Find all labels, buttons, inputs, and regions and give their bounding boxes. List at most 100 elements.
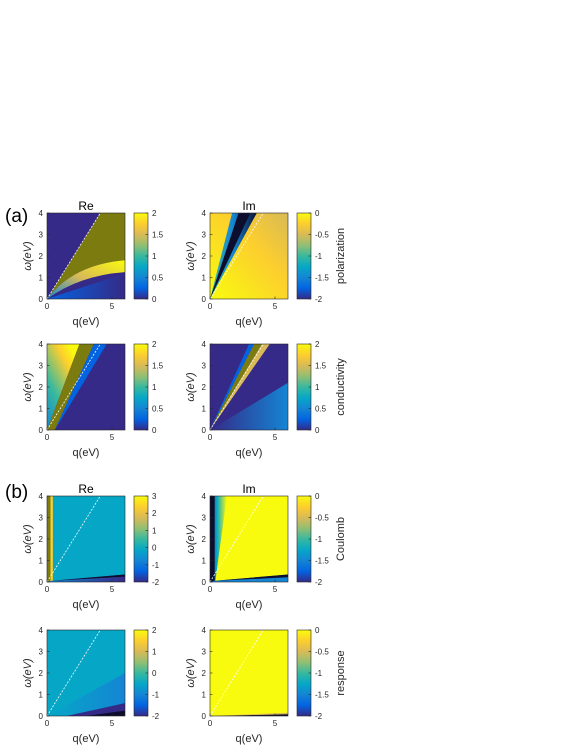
colorbar-tick-label: -1 [152,691,160,700]
colorbar-tick-label: -0.5 [315,231,329,240]
colorbar-tick-label: 1 [152,648,157,657]
dispersion-line [210,344,264,430]
heatmap [47,344,125,430]
panel-title: Im [242,199,255,213]
colorbar-label: conductivity [335,358,347,416]
colorbar-tick-label: 1.5 [315,362,327,371]
y-tick-label: 0 [39,712,44,721]
colorbar-tick-label: 0.5 [152,405,164,414]
heatmap-region-wedge [210,213,257,299]
dispersion-line [47,213,101,299]
colorbar-tick-label: 3 [152,492,157,501]
y-tick-label: 3 [39,231,44,240]
y-tick-label: 1 [39,274,44,283]
heatmap [47,496,125,582]
x-tick-label: 0 [208,302,213,311]
colorbar-label: polarization [335,228,347,284]
colorbar-tick-label: 1 [315,383,320,392]
y-tick-label: 1 [202,691,207,700]
y-tick-label: 1 [202,557,207,566]
x-tick-label: 0 [208,719,213,728]
y-tick-label: 3 [39,514,44,523]
panel-title: Re [78,482,94,496]
x-tick-label: 5 [273,585,278,594]
colorbar-tick-label: 1.5 [152,362,164,371]
y-tick-label: 4 [39,209,44,218]
y-axis-label: ω(eV) [22,658,34,688]
x-tick-label: 0 [208,433,213,442]
heatmap-background [210,630,288,716]
panel-b-im-response: 0 1 2 3 4 0 5 q(eV) ω(eV) 0 -0.5 -1 -1.5 -2 response [185,626,347,745]
colorbar-tick-label: -1 [315,535,323,544]
y-tick-label: 4 [202,492,207,501]
heatmap-region-saturated [47,344,94,430]
colorbar-tick-label: 2 [152,626,157,635]
x-tick-label: 5 [110,302,115,311]
dispersion-line [210,496,264,582]
colorbar-tick-label: 0 [315,426,320,435]
colorbar-tick-label: -1 [315,669,323,678]
colorbar-tick-label: 1 [152,252,157,261]
heatmap-region-edge [54,344,107,430]
heatmap [210,213,288,299]
colorbar-tick-label: 0.5 [152,274,164,283]
colorbar-tick-label: -2 [152,578,160,587]
panel-a-re-polarization: Re 0 1 2 3 4 0 5 q(eV) ω(eV) 0 0.5 1 1.5 2 [22,199,164,328]
y-tick-label: 3 [39,648,44,657]
y-tick-label: 3 [202,648,207,657]
panel-b-im-coulomb: Im 0 1 2 3 4 0 5 q(eV) ω(eV) 0 -0.5 -1 -1.5 -2 Coulomb [185,482,347,611]
panel-b-re-response: 0 1 2 3 4 0 5 q(eV) ω(eV) -2 -1 0 1 2 [22,626,160,745]
y-tick-label: 3 [39,362,44,371]
panel-title: Re [78,199,94,213]
x-axis-label: q(eV) [236,599,263,611]
colorbar-tick-label: -1.5 [315,557,329,566]
colorbar-tick-label: 0 [152,295,157,304]
panel-a-im-conductivity: 0 1 2 3 4 0 5 q(eV) ω(eV) 0 0.5 1 1.5 2 conductivity [185,340,347,459]
y-tick-label: 2 [39,252,44,261]
y-tick-label: 3 [202,362,207,371]
x-tick-label: 5 [110,433,115,442]
colorbar-tick-label: 1 [152,526,157,535]
heatmap-background [47,496,125,582]
colorbar-tick-label: -1 [315,252,323,261]
y-tick-label: 4 [202,626,207,635]
panel-label-b: (b) [5,482,28,503]
x-tick-label: 0 [45,719,50,728]
x-axis-label: q(eV) [73,733,100,745]
heatmap-region-dark [210,213,251,299]
y-tick-label: 2 [202,669,207,678]
colorbar-tick-label: -0.5 [315,514,329,523]
dispersion-line [210,630,264,716]
panel-title: Im [242,482,255,496]
heatmap-region-lower [47,673,125,716]
heatmap [47,630,125,716]
y-axis-label: ω(eV) [22,372,34,402]
x-axis-label: q(eV) [236,447,263,459]
x-tick-label: 0 [45,302,50,311]
heatmap-region-dark [213,714,288,716]
y-tick-label: 1 [39,405,44,414]
colorbar-tick-label: -0.5 [315,648,329,657]
panel-b-re-coulomb: Re 0 1 2 3 4 0 5 q(eV) ω(eV) -2 -1 0 1 2 3 [22,482,160,611]
colorbar-tick-label: -2 [315,578,323,587]
y-tick-label: 4 [202,340,207,349]
y-tick-label: 3 [202,514,207,523]
heatmap-region-edge [210,344,270,430]
panel-a-im-polarization: Im 0 1 2 3 4 0 5 q(eV) ω(eV) 0 -0.5 -1 -1.5 -2 polariza… [185,199,347,328]
x-tick-label: 0 [208,585,213,594]
heatmap-region-darkest [86,710,125,716]
colorbar-tick-label: 0 [152,426,157,435]
y-tick-label: 1 [202,274,207,283]
y-tick-label: 4 [39,626,44,635]
heatmap-region-lower-dark [213,574,288,581]
y-tick-label: 0 [202,295,207,304]
y-tick-label: 4 [39,340,44,349]
colorbar [133,495,149,583]
colorbar-tick-label: -2 [315,712,323,721]
heatmap [210,496,288,582]
x-tick-label: 5 [110,585,115,594]
x-tick-label: 5 [273,302,278,311]
colorbar-tick-label: 1 [152,383,157,392]
colorbar-tick-label: 0 [315,626,320,635]
